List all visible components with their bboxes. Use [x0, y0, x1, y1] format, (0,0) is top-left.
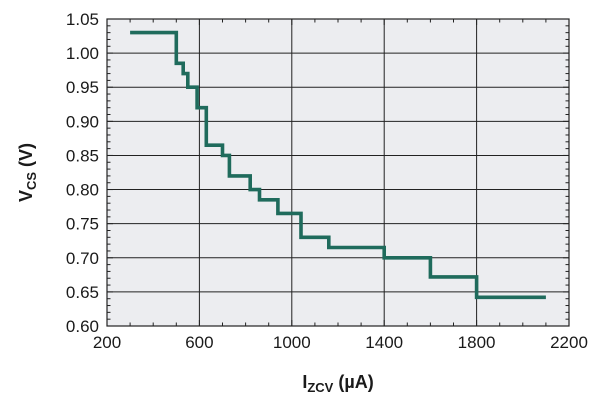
y-axis-title: VCS (V) [16, 143, 39, 202]
series-layer [130, 30, 546, 300]
y-tick-label: 0.80 [66, 181, 99, 200]
y-axis-title-sub: CS [24, 172, 39, 190]
y-tick-label: 0.90 [66, 112, 99, 131]
x-tick-labels: 200 600 1000 1400 1800 2200 [93, 333, 588, 352]
x-axis-title-units: (µA) [333, 372, 373, 392]
y-tick-label: 0.60 [66, 317, 99, 336]
y-tick-label: 0.85 [66, 146, 99, 165]
x-axis-title-sub: ZCV [307, 380, 333, 394]
grid-lines [107, 19, 569, 326]
y-tick-label: 0.75 [66, 215, 99, 234]
x-axis-title: IZCV (µA) [302, 372, 373, 394]
y-axis-title-main: V [16, 190, 36, 202]
y-tick-label: 0.95 [66, 78, 99, 97]
y-tick-label: 0.65 [66, 283, 99, 302]
series-line [130, 30, 546, 300]
y-axis-title-units: (V) [16, 143, 36, 172]
y-tick-labels: 0.60 0.65 0.70 0.75 0.80 0.85 0.90 0.95 1.00 1.05 [66, 10, 99, 336]
x-tick-label: 200 [93, 333, 121, 352]
y-tick-label: 1.00 [66, 44, 99, 63]
x-tick-label: 1800 [458, 333, 496, 352]
y-tick-label: 1.05 [66, 10, 99, 29]
y-tick-label: 0.70 [66, 249, 99, 268]
x-tick-label: 600 [185, 333, 213, 352]
x-axis-title-main: I [302, 372, 307, 392]
x-tick-label: 1400 [365, 333, 403, 352]
x-tick-label: 2200 [550, 333, 588, 352]
x-tick-label: 1000 [273, 333, 311, 352]
tick-marks [106, 18, 570, 327]
